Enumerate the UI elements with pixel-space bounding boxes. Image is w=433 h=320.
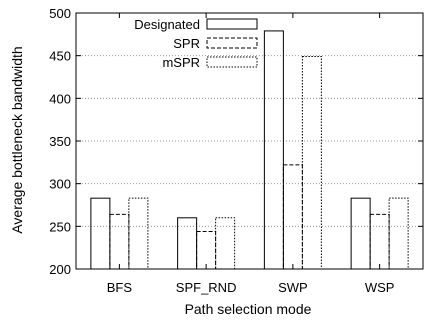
bar-mspr (215, 217, 236, 270)
bar-spr (369, 213, 390, 270)
legend: Designated SPR mSPR (134, 17, 258, 70)
y-tick-label: 300 (49, 177, 71, 192)
bar-spr (196, 230, 217, 270)
bar-designated (177, 217, 198, 270)
legend-label: Designated (134, 17, 200, 32)
legend-label: SPR (173, 36, 200, 51)
bar-mspr (301, 56, 322, 270)
x-axis-label: Path selection mode (185, 301, 312, 317)
x-tick-label: SWP (278, 280, 308, 295)
legend-swatch (206, 56, 258, 68)
y-axis-label: Average bottleneck bandwidth (9, 46, 25, 233)
y-tick-label: 500 (49, 6, 71, 21)
tick-labels: 200 250 300 350 400 450 500 BFS SPF_RND SWP WSP (49, 6, 423, 295)
x-tick-label: SPF_RND (176, 280, 237, 295)
y-tick-label: 350 (49, 134, 71, 149)
y-tick-label: 200 (49, 262, 71, 277)
bar-spr (282, 164, 303, 270)
y-tick-label: 450 (49, 49, 71, 64)
legend-swatch (206, 37, 258, 49)
y-tick-label: 250 (49, 219, 71, 234)
x-tick-label: WSP (365, 280, 395, 295)
x-tick-label: BFS (107, 280, 133, 295)
legend-swatch (206, 18, 258, 30)
bar-designated (263, 30, 284, 270)
bar-designated (90, 197, 111, 270)
bar-mspr (128, 197, 149, 270)
bar-mspr (388, 197, 409, 270)
bar-spr (109, 213, 130, 270)
y-tick-label: 400 (49, 91, 71, 106)
grid-lines (76, 55, 423, 227)
bar-designated (350, 197, 371, 270)
legend-label: mSPR (162, 55, 200, 70)
